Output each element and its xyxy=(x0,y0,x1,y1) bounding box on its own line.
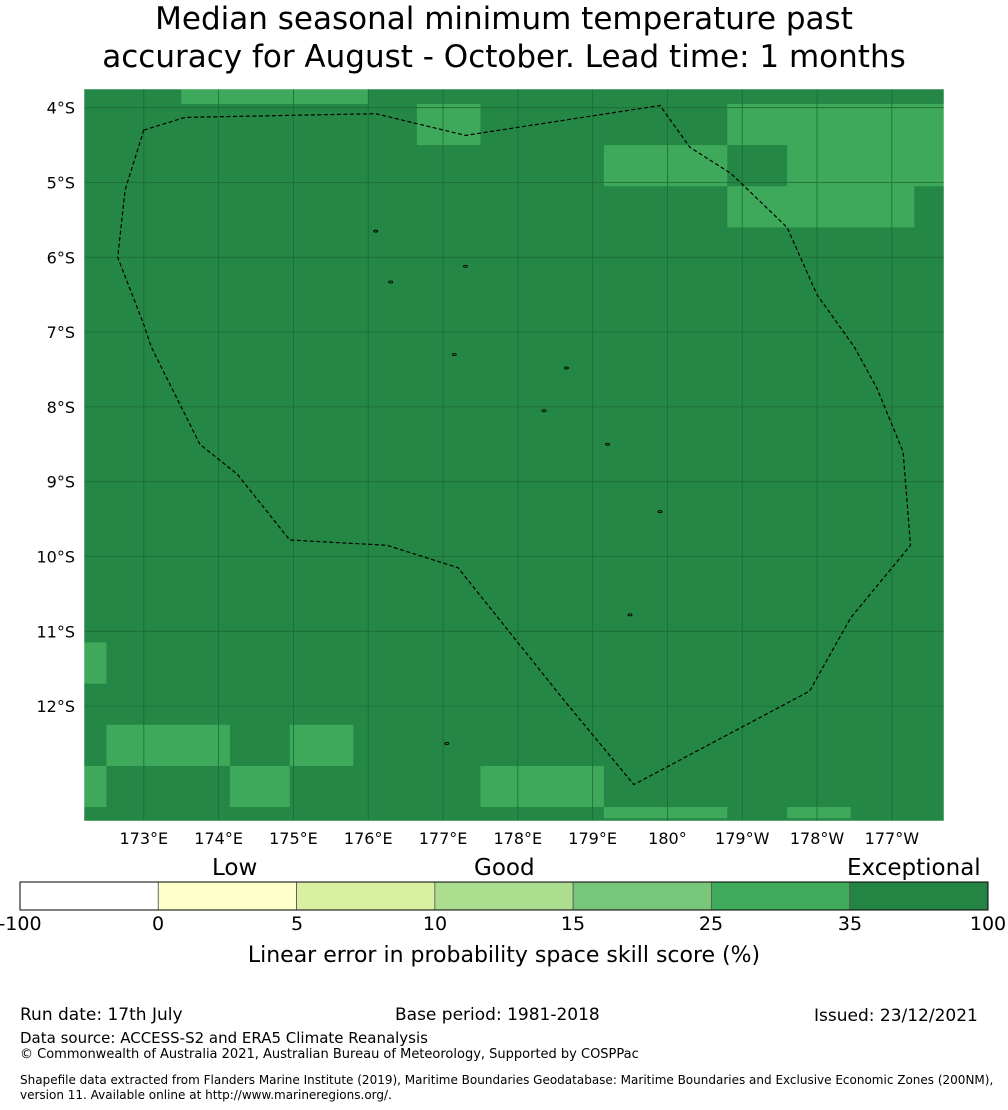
colorbar-segment xyxy=(572,881,712,911)
skill-cell xyxy=(289,724,354,766)
colorbar-segment xyxy=(849,881,989,911)
run-date: Run date: 17th July xyxy=(20,1005,183,1025)
colorbar-tick-label: 100 xyxy=(969,913,1007,935)
skill-cell xyxy=(603,145,728,187)
island xyxy=(541,409,547,413)
island xyxy=(627,613,633,617)
island xyxy=(463,264,468,268)
shapefile-credit-line-1: Shapefile data extracted from Flanders M… xyxy=(20,1073,994,1087)
colorbar-tick-label: -100 xyxy=(0,913,42,935)
title-line-2: accuracy for August - October. Lead time… xyxy=(102,39,906,75)
data-source: Data source: ACCESS-S2 and ERA5 Climate … xyxy=(20,1029,428,1047)
skill-cell xyxy=(603,807,728,819)
colorbar-segment xyxy=(434,881,574,911)
skill-cell xyxy=(84,765,107,808)
longitude-label: 180° xyxy=(648,829,687,848)
longitude-label: 179°W xyxy=(715,829,770,848)
colorbar-segment xyxy=(296,881,436,911)
colorbar-segment xyxy=(19,881,159,911)
skill-cell xyxy=(229,765,290,808)
skill-cell xyxy=(84,642,107,684)
skill-cell xyxy=(787,145,944,187)
latitude-label: 11°S xyxy=(36,622,75,641)
latitude-label: 6°S xyxy=(47,248,75,267)
colorbar-segment xyxy=(157,881,297,911)
island xyxy=(657,510,663,514)
colorbar-tick-label: 10 xyxy=(422,913,448,935)
map-frame xyxy=(83,88,945,822)
colorbar-tick-label: 35 xyxy=(837,913,863,935)
longitude-label: 177°E xyxy=(419,829,468,848)
latitude-label: 4°S xyxy=(47,99,75,118)
skill-cell xyxy=(416,103,481,146)
island xyxy=(564,366,569,370)
island xyxy=(444,742,450,745)
colorbar-category-exceptional: Exceptional xyxy=(847,855,981,881)
latitude-label: 5°S xyxy=(47,174,75,193)
colorbar-tick-label: 25 xyxy=(698,913,724,935)
title-line-1: Median seasonal minimum temperature past xyxy=(155,1,853,37)
copyright: © Commonwealth of Australia 2021, Austra… xyxy=(20,1047,639,1062)
island xyxy=(451,353,457,356)
longitude-label: 177°W xyxy=(865,829,920,848)
longitude-label: 174°E xyxy=(194,829,243,848)
longitude-label: 175°E xyxy=(269,829,318,848)
colorbar-outline xyxy=(19,881,989,911)
issued-date: Issued: 23/12/2021 xyxy=(814,1006,978,1026)
skill-cell xyxy=(727,103,944,146)
skill-cell xyxy=(181,89,369,104)
skill-cell xyxy=(727,186,915,228)
eez-boundary xyxy=(117,104,912,786)
colorbar-category-good: Good xyxy=(474,855,535,881)
skill-cell xyxy=(787,807,851,819)
latitude-label: 7°S xyxy=(47,323,75,342)
base-period: Base period: 1981-2018 xyxy=(395,1005,600,1025)
map-area xyxy=(84,89,944,821)
latitude-label: 12°S xyxy=(36,697,75,716)
colorbar-segment xyxy=(711,881,851,911)
latitude-label: 8°S xyxy=(47,398,75,417)
shapefile-credit-line-2: version 11. Available online at http://w… xyxy=(20,1088,392,1102)
longitude-label: 179°E xyxy=(568,829,617,848)
colorbar-tick-label: 15 xyxy=(560,913,586,935)
skill-cell xyxy=(480,765,604,808)
colorbar-tick-label: 0 xyxy=(151,913,165,935)
latitude-label: 9°S xyxy=(47,473,75,492)
skill-cell xyxy=(106,724,230,766)
longitude-label: 178°E xyxy=(494,829,543,848)
latitude-label: 10°S xyxy=(36,548,75,567)
longitude-label: 178°W xyxy=(790,829,845,848)
colorbar-category-low: Low xyxy=(212,855,258,881)
island xyxy=(373,229,379,233)
island xyxy=(388,280,394,284)
colorbar xyxy=(19,881,989,911)
colorbar-label: Linear error in probability space skill … xyxy=(247,943,761,968)
longitude-label: 176°E xyxy=(344,829,393,848)
longitude-label: 173°E xyxy=(120,829,169,848)
colorbar-tick-label: 5 xyxy=(290,913,304,935)
chart-title: Median seasonal minimum temperature past… xyxy=(0,0,1008,76)
map-figure: 4°S 5°S 6°S 7°S 8°S 9°S 10°S 11°S 12°S 173°E 174°E… xyxy=(36,88,945,848)
island xyxy=(605,442,611,446)
